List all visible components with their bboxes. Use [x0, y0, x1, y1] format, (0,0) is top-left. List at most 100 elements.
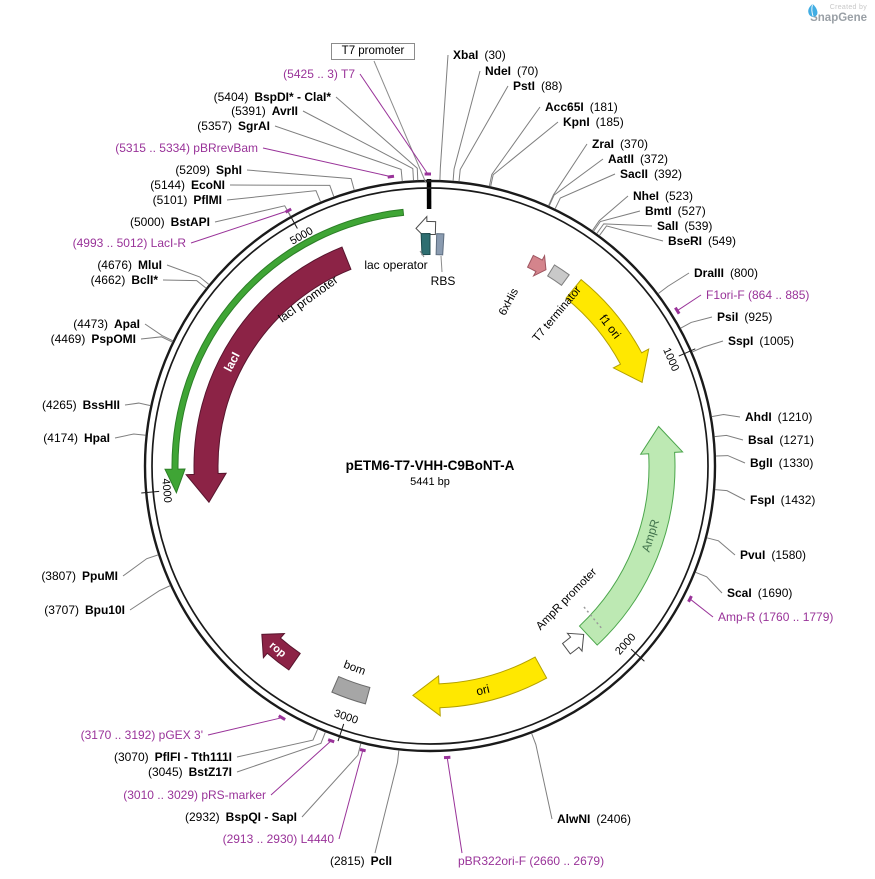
primer-tick-amp-r[interactable]	[687, 595, 693, 603]
feature-label-bom-label[interactable]: bom	[342, 659, 367, 678]
callout-mlui	[166, 264, 210, 285]
enzyme-label-pflfi-tth111i[interactable]: (3070) PflFI - Tth111I	[114, 750, 232, 764]
callout-ppumi	[122, 554, 159, 577]
callout-alwni	[531, 733, 553, 820]
feature-his-tag[interactable]	[526, 254, 547, 278]
enzyme-label-bcli[interactable]: (4662) BclI*	[91, 273, 159, 287]
enzyme-label-avrii[interactable]: (5391) AvrII	[231, 104, 298, 118]
enzyme-label-sacii[interactable]: SacII (392)	[620, 167, 682, 181]
feature-ampr-cds[interactable]	[578, 425, 684, 646]
watermark-brand-text: SnapGene	[810, 12, 867, 24]
enzyme-label-fspi[interactable]: FspI (1432)	[750, 493, 815, 507]
scale-label-3000: 3000	[332, 708, 359, 727]
enzyme-label-psii[interactable]: PsiI (925)	[717, 310, 772, 324]
enzyme-label-bmti[interactable]: BmtI (527)	[645, 204, 706, 218]
enzyme-label-econi[interactable]: (5144) EcoNI	[150, 178, 225, 192]
primer-label-amp-r[interactable]: Amp-R (1760 .. 1779)	[718, 610, 833, 624]
primer-tick-pgex-3[interactable]	[277, 714, 286, 721]
callout-draiii	[657, 272, 690, 295]
primer-tick-prs-marker[interactable]	[327, 738, 335, 744]
feature-rop-cds[interactable]	[261, 633, 301, 671]
callout-bmti	[593, 210, 641, 232]
enzyme-label-sali[interactable]: SalI (539)	[657, 219, 712, 233]
enzyme-label-nhei[interactable]: NheI (523)	[633, 189, 693, 203]
primer-line-laci-r	[190, 210, 289, 244]
primer-tick-f1ori-f[interactable]	[674, 306, 681, 315]
enzyme-label-bstapi[interactable]: (5000) BstAPI	[130, 215, 210, 229]
primer-label-l4440[interactable]: (2913 .. 2930) L4440	[223, 832, 335, 846]
enzyme-label-ppumi[interactable]: (3807) PpuMI	[41, 569, 118, 583]
feature-laci-cds[interactable]	[185, 246, 352, 504]
enzyme-label-mlui[interactable]: (4676) MluI	[97, 258, 162, 272]
primer-label-pbrrevbam[interactable]: (5315 .. 5334) pBRrevBam	[115, 141, 258, 155]
feature-t7-terminator-box[interactable]	[546, 264, 570, 287]
primer-line-prs-marker	[270, 740, 332, 796]
feature-rbs-box[interactable]	[435, 233, 445, 256]
enzyme-label-draiii[interactable]: DraIII (800)	[694, 266, 758, 280]
feature-label-rbs-label[interactable]: RBS	[431, 274, 456, 288]
enzyme-label-aatii[interactable]: AatII (372)	[608, 152, 668, 166]
callout-bstz17i	[236, 731, 326, 773]
callout-ahdi	[711, 414, 741, 418]
enzyme-label-pvui[interactable]: PvuI (1580)	[740, 548, 806, 562]
enzyme-label-ndei[interactable]: NdeI (70)	[485, 64, 538, 78]
callout-apai	[144, 323, 174, 342]
rbs-leader-line	[440, 255, 443, 273]
enzyme-label-sspi[interactable]: SspI (1005)	[728, 334, 794, 348]
feature-label-t7-terminator-label[interactable]: T7 terminator	[531, 284, 584, 344]
enzyme-label-bspdi-clai[interactable]: (5404) BspDI* - ClaI*	[214, 90, 332, 104]
enzyme-label-bstz17i[interactable]: (3045) BstZ17I	[148, 765, 232, 779]
backbone-outer-ring	[143, 179, 717, 753]
plasmid-size: 5441 bp	[410, 476, 450, 488]
feature-label-his-label[interactable]: 6xHis	[497, 286, 521, 317]
feature-ori[interactable]	[412, 656, 548, 717]
callout-kpni	[490, 121, 559, 187]
enzyme-label-apai[interactable]: (4473) ApaI	[73, 317, 140, 331]
callout-bgli	[715, 455, 746, 464]
primer-line-pbr322ori-f	[446, 757, 463, 854]
primer-tick-pbrrevbam[interactable]	[387, 174, 395, 179]
primer-label-prs-marker[interactable]: (3010 .. 3029) pRS-marker	[123, 788, 266, 802]
enzyme-label-psti[interactable]: PstI (88)	[513, 79, 562, 93]
callout-acc65i	[488, 106, 541, 187]
primer-label-pgex-3[interactable]: (3170 .. 3192) pGEX 3'	[81, 728, 203, 742]
primer-line-pgex-3	[207, 717, 283, 736]
enzyme-label-bsshii[interactable]: (4265) BssHII	[42, 398, 120, 412]
primer-label-t7-primer[interactable]: (5425 .. 3) T7	[283, 67, 355, 81]
enzyme-label-kpni[interactable]: KpnI (185)	[563, 115, 624, 129]
enzyme-label-bpu10i[interactable]: (3707) Bpu10I	[44, 603, 125, 617]
primer-label-f1ori-f[interactable]: F1ori-F (864 .. 885)	[706, 288, 809, 302]
t7-promoter-boxed-label[interactable]: T7 promoter	[331, 43, 415, 60]
feature-label-ori-label[interactable]: ori	[475, 682, 491, 699]
enzyme-label-sgrai[interactable]: (5357) SgrAI	[197, 119, 270, 133]
enzyme-label-bspqi-sapi[interactable]: (2932) BspQI - SapI	[185, 810, 297, 824]
enzyme-label-pcli[interactable]: (2815) PclI	[330, 854, 392, 868]
feature-laci-operon-arc[interactable]	[164, 208, 405, 494]
enzyme-label-hpai[interactable]: (4174) HpaI	[43, 431, 110, 445]
enzyme-label-acc65i[interactable]: Acc65I (181)	[545, 100, 618, 114]
enzyme-label-ahdi[interactable]: AhdI (1210)	[745, 410, 812, 424]
enzyme-label-pspomi[interactable]: (4469) PspOMI	[51, 332, 136, 346]
feature-lac-operator-box[interactable]	[420, 232, 431, 256]
enzyme-label-bsai[interactable]: BsaI (1271)	[748, 433, 814, 447]
feature-ampr-promoter-arrow[interactable]	[561, 632, 585, 655]
primer-tick-l4440[interactable]	[359, 748, 366, 753]
enzyme-label-alwni[interactable]: AlwNI (2406)	[557, 812, 631, 826]
enzyme-label-zrai[interactable]: ZraI (370)	[592, 137, 648, 151]
callout-xbai	[439, 54, 449, 181]
feature-bom-box[interactable]	[331, 675, 371, 705]
callout-pvui	[706, 537, 736, 556]
primer-label-pbr322ori-f[interactable]: pBR322ori-F (2660 .. 2679)	[458, 854, 604, 868]
callout-sacii	[554, 173, 616, 210]
feature-label-lac-operator-label[interactable]: lac operator	[364, 258, 427, 272]
enzyme-label-bseri[interactable]: BseRI (549)	[668, 234, 736, 248]
enzyme-label-pflmi[interactable]: (5101) PflMI	[153, 193, 222, 207]
primer-label-laci-r[interactable]: (4993 .. 5012) LacI-R	[73, 236, 187, 250]
enzyme-label-xbai[interactable]: XbaI (30)	[453, 48, 506, 62]
enzyme-label-bgli[interactable]: BglI (1330)	[750, 456, 813, 470]
enzyme-label-scai[interactable]: ScaI (1690)	[727, 586, 792, 600]
enzyme-label-sphi[interactable]: (5209) SphI	[175, 163, 242, 177]
feature-f1-ori[interactable]	[565, 278, 650, 384]
